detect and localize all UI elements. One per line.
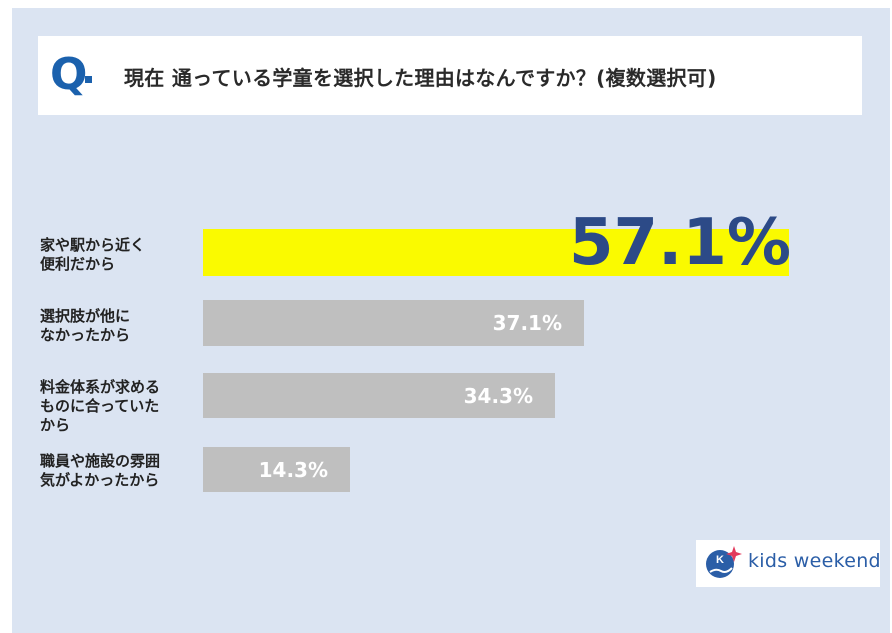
category-label-line: ものに合っていた (40, 397, 160, 415)
category-label: 料金体系が求める ものに合っていた から (40, 378, 188, 435)
category-label-line: 家や駅から近く (40, 236, 146, 254)
category-label-line: 職員や施設の雰囲 (40, 452, 161, 470)
category-label-line: 選択肢が他に (40, 307, 131, 325)
svg-text:K: K (716, 554, 724, 566)
category-label-line: 便利だから (40, 255, 116, 273)
bar (203, 229, 789, 276)
category-label-line: なかったから (40, 326, 131, 344)
question-text: 現在 通っている学童を選択した理由はなんですか？(複数選択可) (124, 66, 717, 90)
logo: K kids weekend (696, 540, 881, 587)
category-label-line: 料金体系が求める (40, 378, 161, 396)
bar-value-label: 14.3% (258, 458, 328, 482)
logo-text: kids weekend (748, 550, 881, 572)
category-label-line: から (40, 416, 71, 434)
kids-weekend-logo-icon: K (706, 546, 742, 578)
category-label: 家や駅から近く 便利だから (40, 236, 188, 274)
question-mark: Q (50, 49, 88, 100)
category-label-line: 気がよかったから (40, 471, 160, 489)
question-box: Q 現在 通っている学童を選択した理由はなんですか？(複数選択可) (38, 36, 862, 115)
bar-value-label: 57.1% (568, 206, 791, 280)
question-mark-dot (85, 76, 92, 83)
bar (203, 300, 584, 346)
category-label: 職員や施設の雰囲 気がよかったから (40, 452, 188, 490)
bar (203, 447, 350, 492)
category-label: 選択肢が他に なかったから (40, 307, 188, 345)
bar (203, 373, 555, 418)
bar-value-label: 34.3% (463, 384, 533, 408)
bar-value-label: 37.1% (492, 311, 562, 335)
